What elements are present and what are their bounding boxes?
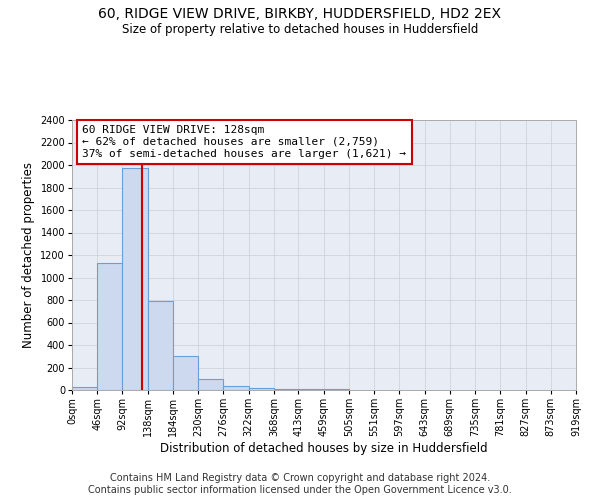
Bar bbox=[173, 356, 198, 390]
Text: 60, RIDGE VIEW DRIVE, BIRKBY, HUDDERSFIELD, HD2 2EX: 60, RIDGE VIEW DRIVE, BIRKBY, HUDDERSFIE… bbox=[98, 8, 502, 22]
Text: Size of property relative to detached houses in Huddersfield: Size of property relative to detached ho… bbox=[122, 22, 478, 36]
Bar bbox=[248, 388, 274, 390]
Y-axis label: Number of detached properties: Number of detached properties bbox=[22, 162, 35, 348]
Bar bbox=[198, 379, 223, 390]
Text: 60 RIDGE VIEW DRIVE: 128sqm
← 62% of detached houses are smaller (2,759)
37% of : 60 RIDGE VIEW DRIVE: 128sqm ← 62% of det… bbox=[82, 126, 406, 158]
Bar bbox=[148, 301, 173, 390]
Text: Contains HM Land Registry data © Crown copyright and database right 2024.
Contai: Contains HM Land Registry data © Crown c… bbox=[88, 474, 512, 495]
Bar bbox=[97, 263, 122, 390]
Bar bbox=[223, 386, 248, 390]
Bar bbox=[72, 387, 97, 390]
X-axis label: Distribution of detached houses by size in Huddersfield: Distribution of detached houses by size … bbox=[160, 442, 488, 455]
Bar bbox=[298, 389, 324, 390]
Bar bbox=[274, 388, 299, 390]
Bar bbox=[122, 168, 148, 390]
